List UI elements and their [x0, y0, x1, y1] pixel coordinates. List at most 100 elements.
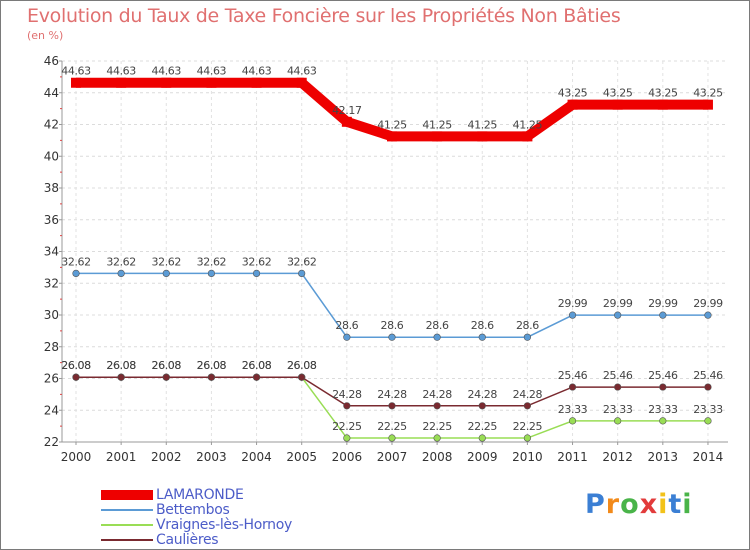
data-point [252, 373, 261, 381]
data-point [252, 269, 261, 278]
legend-swatch [101, 523, 153, 526]
data-point [702, 99, 713, 110]
data-point [71, 77, 81, 88]
data-label: 25.46 [693, 369, 723, 382]
data-label: 26.08 [61, 359, 91, 372]
legend-item: Vraignes-lès-Hornoy [101, 516, 292, 533]
data-label: 32.62 [242, 255, 272, 268]
data-label: 24.28 [332, 388, 362, 401]
y-tick-label: 26 [44, 372, 59, 386]
data-label: 43.25 [693, 87, 723, 100]
data-label: 23.33 [693, 403, 723, 416]
data-point [659, 417, 667, 425]
x-tick-label: 2001 [106, 450, 137, 464]
data-point [614, 417, 622, 425]
data-label: 26.08 [197, 359, 227, 372]
data-point [432, 131, 443, 142]
data-point [704, 383, 712, 391]
data-label: 22.25 [377, 420, 407, 433]
data-label: 26.08 [242, 359, 272, 372]
data-label: 41.25 [468, 118, 498, 131]
logo-letter: i [658, 489, 669, 520]
data-point [433, 333, 441, 341]
data-label: 32.62 [106, 255, 136, 268]
logo-letter: i [682, 489, 693, 520]
data-label: 22.25 [422, 420, 452, 433]
logo-letter: t [668, 489, 683, 520]
logo-letter: P [585, 489, 606, 520]
data-label: 26.08 [152, 359, 182, 372]
data-label: 43.25 [603, 87, 633, 100]
data-point [388, 333, 396, 341]
data-point [72, 373, 80, 381]
data-point [523, 402, 532, 410]
data-point [388, 434, 396, 442]
data-label: 28.6 [516, 319, 539, 332]
y-tick-label: 28 [44, 340, 59, 354]
data-label: 24.28 [377, 388, 407, 401]
x-tick-label: 2014 [693, 450, 724, 464]
x-tick-label: 2013 [648, 450, 679, 464]
data-point [478, 333, 486, 341]
data-point [343, 434, 351, 442]
data-label: 26.08 [106, 359, 136, 372]
data-label: 44.63 [61, 65, 91, 78]
x-tick-label: 2008 [422, 450, 453, 464]
data-label: 43.25 [648, 87, 678, 100]
data-point [296, 77, 307, 88]
data-label: 26.08 [197, 359, 227, 372]
data-label: 24.28 [422, 388, 452, 401]
data-point [523, 333, 532, 341]
legend-label: LAMARONDE [156, 486, 244, 503]
data-label: 26.08 [287, 359, 317, 372]
data-point [568, 417, 577, 425]
data-label: 44.63 [152, 65, 182, 78]
data-label: 41.25 [422, 118, 452, 131]
logo-letter: r [605, 489, 621, 520]
y-tick-label: 44 [44, 86, 59, 100]
data-label: 29.99 [648, 297, 678, 310]
y-tick-label: 36 [44, 213, 59, 227]
data-point [568, 311, 577, 319]
x-tick-label: 2004 [241, 450, 272, 464]
data-label: 25.46 [603, 369, 633, 382]
data-label: 23.33 [603, 403, 633, 416]
data-label: 43.25 [558, 87, 588, 100]
chart-title: Evolution du Taux de Taxe Foncière sur l… [27, 5, 621, 27]
data-label: 25.46 [648, 369, 678, 382]
data-label: 26.08 [106, 359, 136, 372]
x-tick-label: 2007 [377, 450, 408, 464]
y-tick-label: 42 [44, 118, 59, 132]
y-tick-label: 22 [44, 435, 59, 449]
legend-item: Caulières [101, 532, 292, 548]
data-label: 22.25 [468, 420, 498, 433]
data-point [206, 77, 217, 88]
data-point [659, 311, 667, 319]
data-point [343, 333, 351, 341]
data-point [386, 131, 397, 142]
data-label: 23.33 [648, 403, 678, 416]
y-tick-label: 24 [44, 403, 59, 417]
data-label: 26.08 [61, 359, 91, 372]
y-tick-label: 30 [44, 308, 59, 322]
x-tick-label: 2003 [196, 450, 227, 464]
data-point [568, 383, 577, 391]
y-tick-label: 46 [44, 54, 59, 68]
logo-letter: o [620, 489, 640, 520]
data-point [116, 77, 127, 88]
data-label: 26.08 [152, 359, 182, 372]
data-label: 28.6 [426, 319, 449, 332]
logo-letter: x [639, 489, 659, 520]
data-point [704, 417, 712, 425]
data-label: 41.25 [513, 118, 543, 131]
data-label: 23.33 [558, 403, 588, 416]
y-tick-label: 32 [44, 276, 59, 290]
data-point [612, 99, 623, 110]
proxiti-logo: Proxiti [585, 489, 693, 520]
data-point [162, 269, 170, 278]
legend-label: Vraignes-lès-Hornoy [156, 516, 292, 533]
legend-label: Bettembos [156, 501, 230, 518]
data-label: 32.62 [61, 255, 91, 268]
